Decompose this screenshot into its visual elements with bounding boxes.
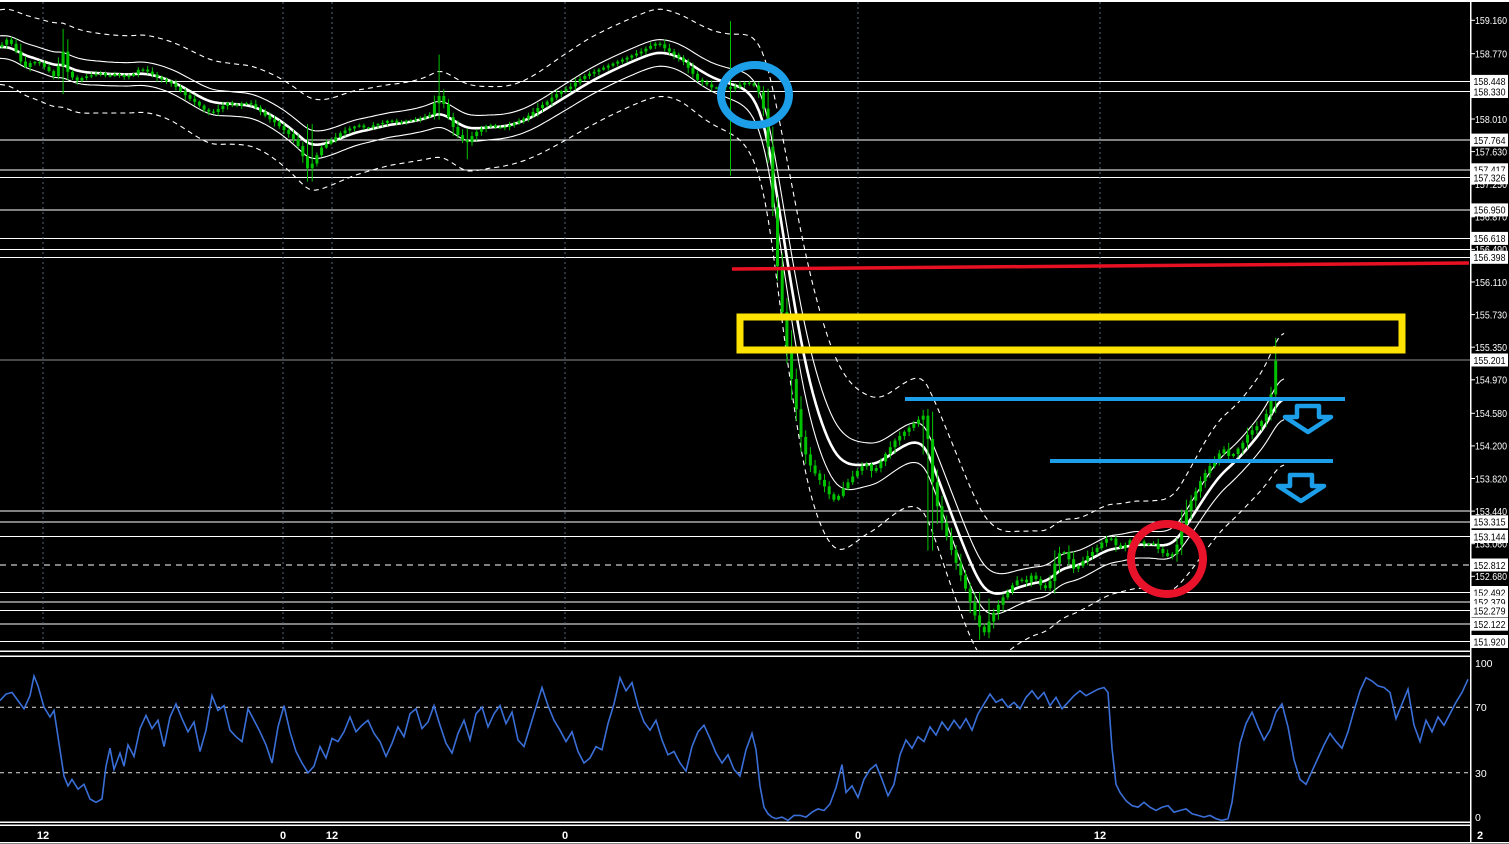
svg-text:12: 12 [1094, 830, 1106, 842]
svg-text:156.110: 156.110 [1475, 277, 1507, 289]
svg-text:154.200: 154.200 [1475, 441, 1507, 453]
yellow-rectangle-annotation[interactable] [736, 313, 1406, 354]
price-axis[interactable]: 159.160158.770158.010157.630157.250156.8… [1470, 15, 1507, 583]
svg-text:158.770: 158.770 [1475, 49, 1507, 61]
svg-text:0: 0 [562, 830, 568, 842]
price-axis-level-labels: 158.448158.330157.764157.417157.326156.9… [1471, 74, 1508, 648]
svg-text:153.315: 153.315 [1474, 517, 1506, 529]
svg-text:155.730: 155.730 [1475, 309, 1507, 321]
svg-text:0: 0 [855, 830, 861, 842]
svg-text:157.326: 157.326 [1474, 173, 1506, 185]
down-arrow-icon-1[interactable] [1282, 403, 1334, 435]
svg-text:30: 30 [1475, 768, 1487, 780]
red-circle-annotation[interactable] [1127, 520, 1207, 598]
svg-text:153.440: 153.440 [1475, 506, 1507, 518]
down-arrow-icon-2[interactable] [1275, 472, 1327, 504]
svg-text:155.350: 155.350 [1475, 342, 1507, 354]
svg-text:156.398: 156.398 [1474, 252, 1506, 264]
blue-circle-annotation[interactable] [717, 61, 793, 129]
svg-text:158.010: 158.010 [1475, 114, 1507, 126]
svg-text:70: 70 [1475, 702, 1487, 714]
svg-text:156.618: 156.618 [1474, 233, 1506, 245]
svg-text:156.950: 156.950 [1474, 205, 1506, 217]
time-separators [42, 2, 1101, 649]
oscillator-line [0, 673, 1469, 822]
svg-text:152.812: 152.812 [1474, 560, 1506, 572]
svg-text:0: 0 [280, 830, 286, 842]
svg-text:154.580: 154.580 [1475, 408, 1507, 420]
svg-text:100: 100 [1475, 658, 1493, 670]
red-trendline-annotation[interactable] [731, 261, 1470, 271]
svg-text:153.144: 153.144 [1474, 531, 1506, 543]
price-level-lines[interactable] [0, 80, 1470, 642]
bollinger-bands [0, 8, 1285, 650]
oscillator-axis[interactable]: 100 70 30 0 [1475, 658, 1493, 824]
time-axis[interactable]: 12 0 12 0 0 12 2 [37, 830, 1483, 842]
svg-text:151.920: 151.920 [1474, 636, 1506, 648]
svg-text:158.330: 158.330 [1474, 86, 1506, 98]
svg-text:153.820: 153.820 [1475, 473, 1507, 485]
svg-text:154.970: 154.970 [1475, 375, 1507, 387]
svg-text:157.630: 157.630 [1475, 146, 1507, 158]
svg-text:157.764: 157.764 [1474, 135, 1506, 147]
svg-text:12: 12 [326, 830, 338, 842]
svg-text:152.680: 152.680 [1475, 571, 1507, 583]
svg-text:152.279: 152.279 [1474, 606, 1506, 618]
svg-text:155.201: 155.201 [1474, 355, 1506, 367]
svg-text:12: 12 [37, 830, 49, 842]
svg-text:152.122: 152.122 [1474, 619, 1506, 631]
svg-text:159.160: 159.160 [1475, 15, 1507, 27]
svg-text:0: 0 [1475, 812, 1481, 824]
svg-text:2: 2 [1477, 830, 1483, 842]
oscillator-guides [0, 706, 1470, 774]
